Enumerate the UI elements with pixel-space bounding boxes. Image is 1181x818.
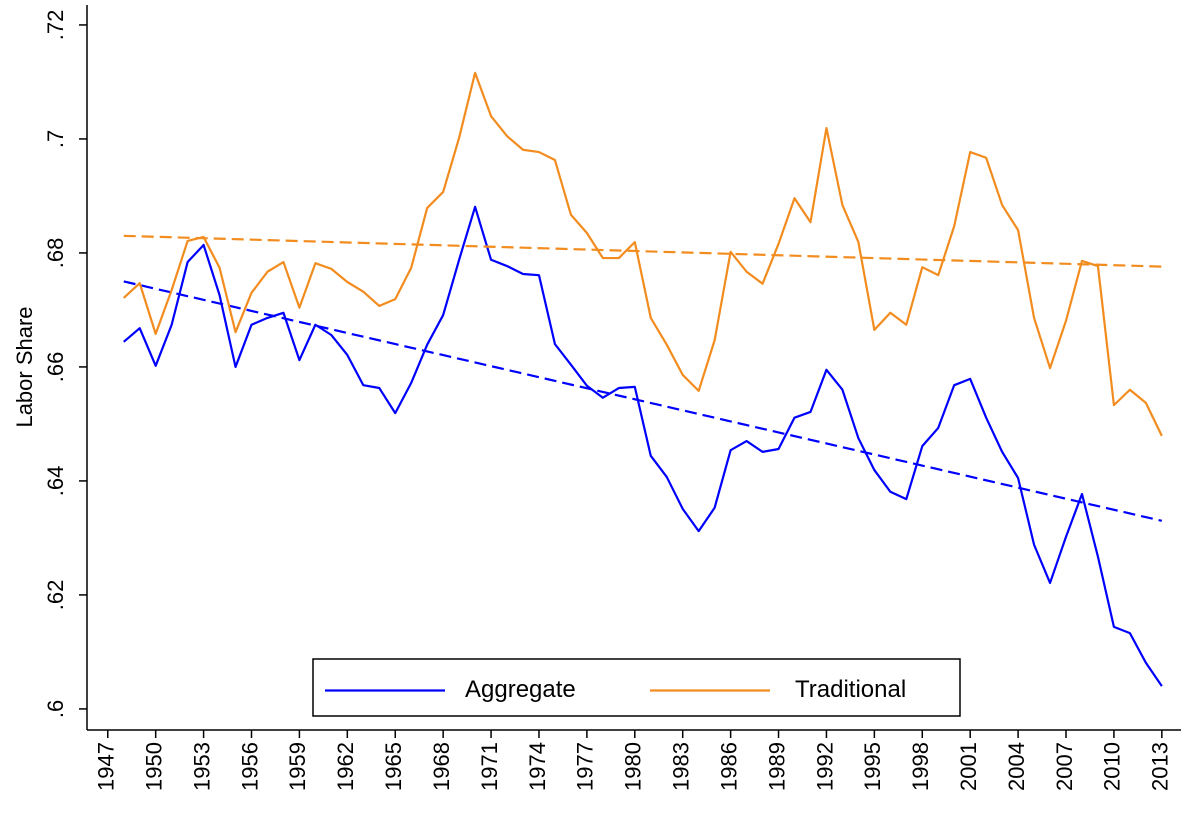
series-line bbox=[122, 71, 1163, 437]
x-tick-label: 2001 bbox=[956, 742, 981, 791]
y-tick-label: .66 bbox=[43, 352, 68, 383]
x-tick-label: 2004 bbox=[1004, 742, 1029, 791]
legend-label: Aggregate bbox=[465, 676, 576, 703]
x-tick-label: 2010 bbox=[1100, 742, 1125, 791]
y-tick-label: .72 bbox=[43, 10, 68, 41]
y-tick-label: .62 bbox=[43, 580, 68, 611]
x-tick-label: 1959 bbox=[285, 742, 310, 791]
trend-line bbox=[123, 280, 1163, 522]
legend-box bbox=[312, 658, 961, 717]
x-tick-label: 1962 bbox=[333, 742, 358, 791]
y-tick-label: .68 bbox=[43, 238, 68, 269]
x-tick-label: 1950 bbox=[141, 742, 166, 791]
x-tick-label: 1974 bbox=[525, 742, 550, 791]
x-tick-label: 1965 bbox=[381, 742, 406, 791]
x-tick-label: 1983 bbox=[669, 742, 694, 791]
x-tick-label: 2013 bbox=[1148, 742, 1173, 791]
x-tick-label: 1992 bbox=[812, 742, 837, 791]
y-tick-label: .7 bbox=[43, 130, 68, 148]
y-tick-label: .64 bbox=[43, 466, 68, 497]
x-tick-label: 1956 bbox=[237, 742, 262, 791]
series-line bbox=[123, 205, 1163, 687]
legend-label: Traditional bbox=[795, 676, 906, 703]
x-tick-label: 1998 bbox=[908, 742, 933, 791]
x-tick-label: 1953 bbox=[189, 742, 214, 791]
x-tick-label: 1989 bbox=[764, 742, 789, 791]
x-tick-label: 1977 bbox=[573, 742, 598, 791]
x-tick-label: 1968 bbox=[429, 742, 454, 791]
x-tick-label: 1947 bbox=[94, 742, 119, 791]
x-tick-label: 1986 bbox=[716, 742, 741, 791]
x-tick-label: 2007 bbox=[1052, 742, 1077, 791]
y-tick-label: .6 bbox=[43, 700, 68, 718]
x-tick-label: 1971 bbox=[477, 742, 502, 791]
x-tick-label: 1980 bbox=[621, 742, 646, 791]
trend-line bbox=[123, 234, 1162, 268]
x-tick-label: 1995 bbox=[860, 742, 885, 791]
y-axis-label: Labor Share bbox=[12, 306, 37, 427]
